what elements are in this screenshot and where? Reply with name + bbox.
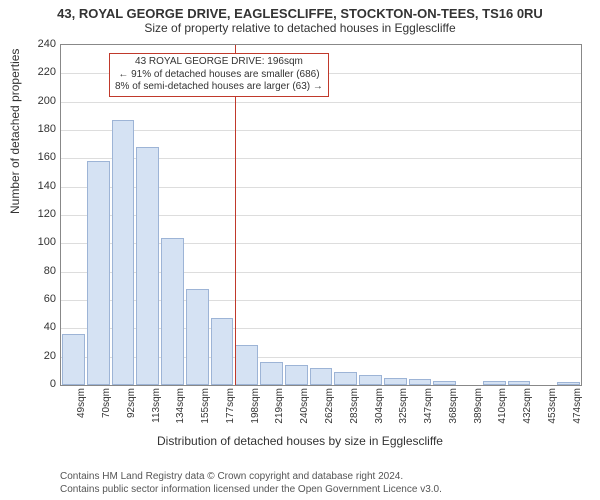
xtick-label: 453sqm (547, 388, 558, 424)
ytick-label: 60 (26, 293, 56, 305)
footer-text: Contains HM Land Registry data © Crown c… (60, 471, 442, 496)
histogram-bar (260, 362, 283, 385)
histogram-bar (433, 381, 456, 385)
histogram-bar (235, 345, 258, 385)
histogram-bar (211, 318, 234, 385)
footer-line-1: Contains HM Land Registry data © Crown c… (60, 471, 442, 484)
annotation-line-3: 8% of semi-detached houses are larger (6… (115, 81, 323, 94)
xtick-label: 283sqm (349, 388, 360, 424)
xtick-label: 92sqm (126, 388, 137, 418)
ytick-label: 180 (26, 123, 56, 135)
histogram-bar (334, 372, 357, 385)
gridline (61, 130, 581, 131)
histogram-bar (161, 238, 184, 385)
histogram-bar (557, 382, 580, 385)
x-axis-label: Distribution of detached houses by size … (0, 434, 600, 448)
xtick-label: 347sqm (423, 388, 434, 424)
ytick-label: 140 (26, 180, 56, 192)
ytick-label: 40 (26, 321, 56, 333)
histogram-bar (359, 375, 382, 385)
ytick-label: 80 (26, 265, 56, 277)
ytick-label: 0 (26, 378, 56, 390)
y-axis-label: Number of detached properties (8, 49, 22, 214)
histogram-bar (62, 334, 85, 385)
xtick-label: 198sqm (250, 388, 261, 424)
xtick-label: 389sqm (473, 388, 484, 424)
histogram-bar (483, 381, 506, 385)
annotation-box: 43 ROYAL GEORGE DRIVE: 196sqm← 91% of de… (109, 53, 329, 97)
xtick-label: 325sqm (398, 388, 409, 424)
xtick-label: 49sqm (76, 388, 87, 418)
xtick-label: 70sqm (101, 388, 112, 418)
gridline (61, 102, 581, 103)
histogram-bar (112, 120, 135, 385)
title-sub: Size of property relative to detached ho… (0, 21, 600, 39)
ytick-label: 120 (26, 208, 56, 220)
xtick-label: 304sqm (374, 388, 385, 424)
histogram-bar (384, 378, 407, 385)
ytick-label: 240 (26, 38, 56, 50)
annotation-line-2: ← 91% of detached houses are smaller (68… (115, 69, 323, 82)
xtick-label: 134sqm (175, 388, 186, 424)
ytick-label: 20 (26, 350, 56, 362)
xtick-label: 474sqm (572, 388, 583, 424)
histogram-bar (87, 161, 110, 385)
histogram-bar (409, 379, 432, 385)
histogram-bar (508, 381, 531, 385)
ytick-label: 160 (26, 151, 56, 163)
histogram-bar (186, 289, 209, 385)
annotation-line-1: 43 ROYAL GEORGE DRIVE: 196sqm (115, 56, 323, 69)
xtick-label: 432sqm (522, 388, 533, 424)
footer-line-2: Contains public sector information licen… (60, 484, 442, 497)
xtick-label: 219sqm (274, 388, 285, 424)
title-main: 43, ROYAL GEORGE DRIVE, EAGLESCLIFFE, ST… (0, 0, 600, 21)
xtick-label: 240sqm (299, 388, 310, 424)
ytick-label: 100 (26, 236, 56, 248)
ytick-label: 200 (26, 95, 56, 107)
xtick-label: 410sqm (497, 388, 508, 424)
histogram-bar (285, 365, 308, 385)
histogram-bar (310, 368, 333, 385)
xtick-label: 177sqm (225, 388, 236, 424)
xtick-label: 155sqm (200, 388, 211, 424)
plot-area: 43 ROYAL GEORGE DRIVE: 196sqm← 91% of de… (60, 44, 582, 386)
xtick-label: 113sqm (151, 388, 162, 423)
histogram-bar (136, 147, 159, 385)
xtick-label: 262sqm (324, 388, 335, 424)
xtick-label: 368sqm (448, 388, 459, 424)
ytick-label: 220 (26, 66, 56, 78)
chart-container: 43, ROYAL GEORGE DRIVE, EAGLESCLIFFE, ST… (0, 0, 600, 500)
